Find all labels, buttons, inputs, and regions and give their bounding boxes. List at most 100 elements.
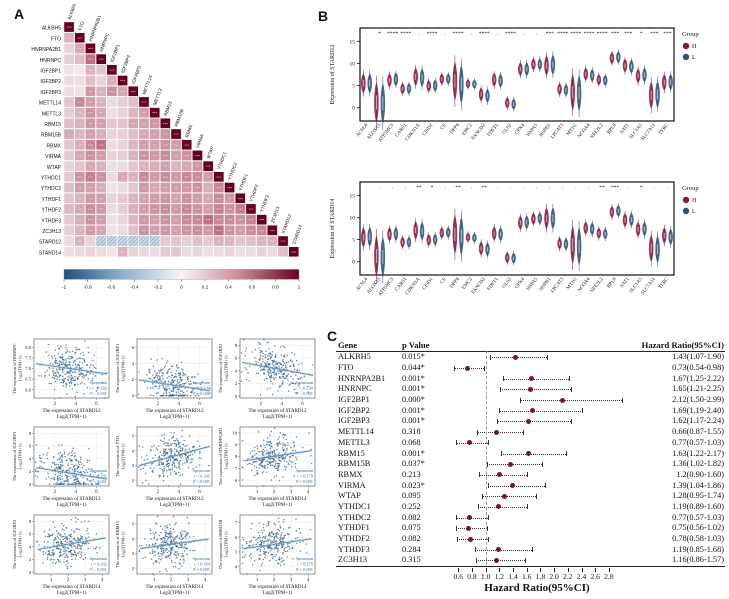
forest-ci-label: 0.77(0.57-1.03) [672, 512, 724, 522]
svg-text:IGF2BP3: IGF2BP3 [40, 90, 61, 96]
forest-axis-tick: 2.0 [549, 572, 559, 581]
svg-text:***: *** [248, 218, 253, 222]
svg-text:FDFT1: FDFT1 [487, 277, 500, 292]
svg-text:8: 8 [235, 343, 238, 348]
svg-text:2: 2 [273, 490, 276, 495]
svg-text:Log2(TPM+1): Log2(TPM+1) [160, 415, 190, 420]
svg-text:15: 15 [350, 39, 356, 45]
svg-text:The expression of STARD12: The expression of STARD12 [145, 409, 204, 414]
svg-text:*: * [132, 143, 134, 147]
svg-text:10: 10 [350, 61, 356, 67]
svg-text:Log2(TPM+1): Log2(TPM+1) [160, 503, 190, 508]
svg-text:-1: -1 [62, 284, 67, 290]
svg-text:L: L [692, 55, 696, 61]
svg-text:0: 0 [29, 482, 32, 487]
forest-axis-tick: 2.4 [576, 572, 587, 581]
svg-text:**: ** [174, 143, 178, 147]
svg-text:WTAP: WTAP [47, 165, 62, 171]
svg-text:*: * [229, 240, 231, 244]
svg-text:FANCD2: FANCD2 [471, 123, 487, 142]
svg-text:4: 4 [101, 578, 104, 583]
svg-text:The expression of RBM15: The expression of RBM15 [115, 520, 120, 568]
svg-text:6: 6 [235, 535, 238, 540]
forest-hr-dot [494, 429, 500, 435]
forest-gene: IGF2BP3 [338, 416, 370, 426]
svg-text:**: ** [482, 185, 488, 191]
svg-text:4: 4 [132, 536, 135, 541]
svg-text:6: 6 [198, 490, 201, 495]
svg-text:***: *** [163, 154, 168, 158]
svg-text:**: ** [239, 229, 243, 233]
svg-text:**: ** [78, 122, 82, 126]
svg-text:ZC3H13: ZC3H13 [270, 205, 281, 223]
svg-text:****: **** [479, 31, 490, 37]
svg-text:**: ** [196, 197, 200, 201]
svg-text:**: ** [599, 185, 605, 191]
svg-text:Log2(TPM+1): Log2(TPM+1) [18, 355, 23, 381]
svg-text:**: ** [99, 154, 103, 158]
svg-text:**: ** [153, 122, 157, 126]
svg-text:****: **** [570, 31, 581, 37]
forest-hr-dot [496, 472, 502, 478]
svg-text:*: * [175, 250, 177, 254]
svg-text:**: ** [174, 208, 178, 212]
svg-text:*: * [431, 185, 434, 191]
svg-text:r = -0.194: r = -0.194 [193, 386, 211, 391]
svg-text:Spearman: Spearman [192, 380, 210, 385]
svg-text:***: *** [88, 58, 93, 62]
svg-text:*: * [239, 240, 241, 244]
svg-text:CISD1: CISD1 [422, 123, 435, 137]
forest-ci-label: 1.19(0.85-1.68) [672, 544, 724, 554]
svg-text:***: *** [77, 101, 82, 105]
svg-text:**: ** [99, 133, 103, 137]
forest-ci-label: 0.73(0.54-0.98) [672, 363, 724, 373]
svg-text:0.4: 0.4 [225, 284, 232, 290]
svg-text:Log2(TPM+1): Log2(TPM+1) [224, 531, 229, 557]
svg-text:**: ** [142, 186, 146, 190]
svg-text:Log2(TPM+1): Log2(TPM+1) [121, 355, 126, 381]
svg-text:**: ** [174, 165, 178, 169]
svg-text:The expression of STARD12: The expression of STARD12 [42, 497, 101, 502]
svg-text:RBMX: RBMX [47, 143, 62, 149]
svg-text:***: *** [663, 31, 672, 37]
svg-text:*: * [79, 133, 81, 137]
svg-text:2: 2 [29, 557, 32, 562]
svg-text:***: *** [650, 31, 659, 37]
heatmap-cells: ***** ***** **** * *** ***** * **** ** ***** ** ***… [63, 21, 300, 257]
svg-text:****: **** [453, 31, 464, 37]
svg-text:**: ** [185, 186, 189, 190]
forest-pvalue: 0.015* [402, 352, 425, 362]
svg-text:**: ** [89, 90, 93, 94]
svg-text:P < 0.001: P < 0.001 [90, 479, 107, 484]
forest-header-gene: Gene [338, 339, 358, 350]
svg-text:0: 0 [29, 570, 32, 575]
forest-ci-plot [448, 448, 626, 459]
forest-row: YTHDC2 0.082 0.77(0.57-1.03) [336, 512, 725, 523]
svg-text:NFE2L2: NFE2L2 [590, 123, 605, 140]
svg-text:***: *** [216, 229, 221, 233]
svg-text:***: *** [88, 208, 93, 212]
svg-text:***: *** [184, 175, 189, 179]
svg-text:r = 0.164: r = 0.164 [194, 562, 211, 567]
forest-row: RBM15B 0.037* 1.36(1.02-1.82) [336, 459, 725, 470]
svg-text:.: . [536, 31, 538, 37]
forest-ci-plot [448, 459, 626, 470]
svg-text:***: *** [184, 197, 189, 201]
svg-text:***: *** [184, 154, 189, 158]
svg-text:*: * [207, 240, 209, 244]
forest-pvalue: 0.044* [402, 363, 425, 373]
svg-text:*: * [132, 229, 134, 233]
forest-ci-label: 1.67(1.25-2.22) [672, 373, 724, 383]
forest-hr-dot [502, 493, 508, 499]
svg-text:4: 4 [204, 578, 207, 583]
svg-text:**: ** [228, 197, 232, 201]
svg-text:GLS2: GLS2 [502, 277, 514, 290]
svg-text:***: *** [120, 79, 125, 83]
svg-text:4: 4 [177, 490, 180, 495]
svg-text:4: 4 [132, 448, 135, 453]
forest-pvalue: 0.082 [402, 512, 421, 522]
svg-text:YTHDF2: YTHDF2 [42, 208, 62, 214]
svg-text:1: 1 [256, 490, 259, 495]
svg-text:***: *** [611, 31, 620, 37]
forest-ci-label: 1.63(1.22-2.17) [672, 448, 724, 458]
